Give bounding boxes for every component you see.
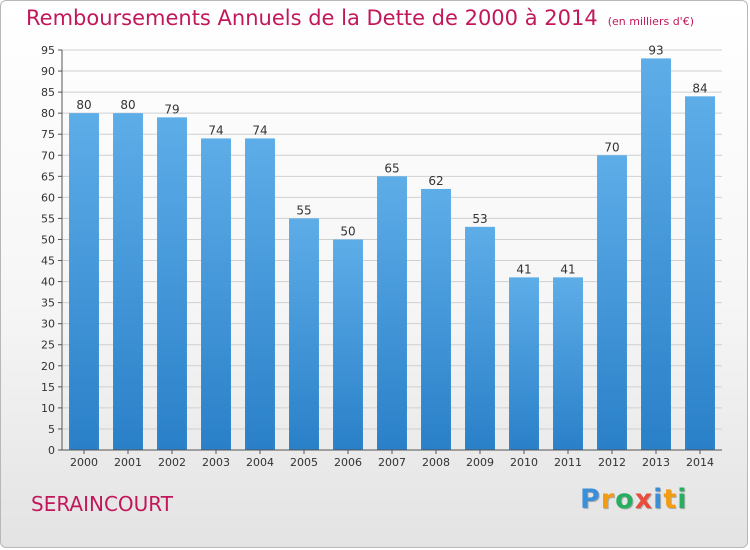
x-tick-label-2014: 2014 (686, 456, 714, 469)
brand-letter-1: r (600, 484, 616, 515)
brand-letter-6: i (677, 484, 688, 515)
y-tick-label-0: 0 (48, 444, 55, 457)
bar-2009 (465, 226, 495, 450)
title-row: Remboursements Annuels de la Dette de 20… (26, 6, 694, 30)
y-tick-label-15: 15 (41, 381, 55, 394)
value-label-2004: 74 (252, 123, 267, 137)
bar-2012 (597, 155, 627, 450)
brand-logo: Proxiti (580, 484, 688, 515)
y-tick-label-85: 85 (41, 86, 55, 99)
brand-letter-3: x (634, 484, 654, 515)
value-label-2007: 65 (384, 161, 399, 175)
bar-2000 (69, 113, 99, 450)
bar-2007 (377, 176, 407, 450)
brand-letter-5: t (663, 484, 678, 515)
y-tick-label-80: 80 (41, 107, 55, 120)
value-label-2005: 55 (296, 203, 311, 217)
value-label-2001: 80 (120, 98, 135, 112)
bar-2013 (641, 58, 671, 450)
y-tick-label-40: 40 (41, 276, 55, 289)
axis-layer: 0 5 10 15 20 25 30 35 40 45 50 55 60 65 70 75 80 85 90 95 20… (41, 44, 722, 469)
x-tick-label-2002: 2002 (158, 456, 186, 469)
y-tick-label-30: 30 (41, 318, 55, 331)
bar-2006 (333, 239, 363, 450)
x-tick-label-2000: 2000 (70, 456, 98, 469)
city-name: SERAINCOURT (31, 492, 173, 516)
y-tick-label-70: 70 (41, 149, 55, 162)
bar-2003 (201, 138, 231, 450)
x-tick-label-2013: 2013 (642, 456, 670, 469)
y-tick-label-50: 50 (41, 233, 55, 246)
bar-2005 (289, 218, 319, 450)
bar-2008 (421, 188, 451, 450)
bar-2004 (245, 138, 275, 450)
value-label-2002: 79 (164, 102, 179, 116)
label-layer: 80 80 79 74 74 55 50 65 62 53 41 41 70 93 84 (76, 43, 707, 276)
x-tick-label-2011: 2011 (554, 456, 582, 469)
x-tick-label-2006: 2006 (334, 456, 362, 469)
value-label-2008: 62 (428, 174, 443, 188)
x-tick-label-2001: 2001 (114, 456, 142, 469)
value-label-2011: 41 (560, 262, 575, 276)
y-tick-label-55: 55 (41, 212, 55, 225)
value-label-2014: 84 (692, 81, 707, 95)
bar-layer (69, 58, 715, 451)
x-tick-label-2010: 2010 (510, 456, 538, 469)
y-tick-label-60: 60 (41, 191, 55, 204)
y-tick-label-65: 65 (41, 170, 55, 183)
x-tick-label-2003: 2003 (202, 456, 230, 469)
value-label-2000: 80 (76, 98, 91, 112)
y-tick-label-25: 25 (41, 339, 55, 352)
x-tick-label-2005: 2005 (290, 456, 318, 469)
y-tick-label-90: 90 (41, 65, 55, 78)
value-label-2003: 74 (208, 123, 223, 137)
bar-2014 (685, 96, 715, 450)
y-tick-label-5: 5 (48, 423, 55, 436)
value-label-2010: 41 (516, 262, 531, 276)
value-label-2013: 93 (648, 43, 663, 57)
bar-2002 (157, 117, 187, 451)
chart-title: Remboursements Annuels de la Dette de 20… (26, 6, 598, 30)
y-tick-label-20: 20 (41, 360, 55, 373)
x-tick-label-2009: 2009 (466, 456, 494, 469)
chart-subtitle: (en milliers d'€) (607, 15, 694, 28)
brand-letter-2: o (615, 484, 635, 515)
y-tick-label-35: 35 (41, 297, 55, 310)
x-tick-label-2004: 2004 (246, 456, 274, 469)
brand-letter-4: i (653, 484, 664, 515)
y-tick-label-45: 45 (41, 255, 55, 268)
y-tick-label-75: 75 (41, 128, 55, 141)
y-tick-label-95: 95 (41, 44, 55, 57)
brand-letter-0: P (580, 484, 601, 515)
value-label-2012: 70 (604, 140, 619, 154)
bar-2011 (553, 277, 583, 450)
bar-2010 (509, 277, 539, 450)
x-tick-label-2012: 2012 (598, 456, 626, 469)
bar-2001 (113, 113, 143, 450)
value-label-2006: 50 (340, 224, 355, 238)
y-tick-label-10: 10 (41, 402, 55, 415)
value-label-2009: 53 (472, 212, 487, 226)
x-tick-label-2008: 2008 (422, 456, 450, 469)
x-tick-label-2007: 2007 (378, 456, 406, 469)
